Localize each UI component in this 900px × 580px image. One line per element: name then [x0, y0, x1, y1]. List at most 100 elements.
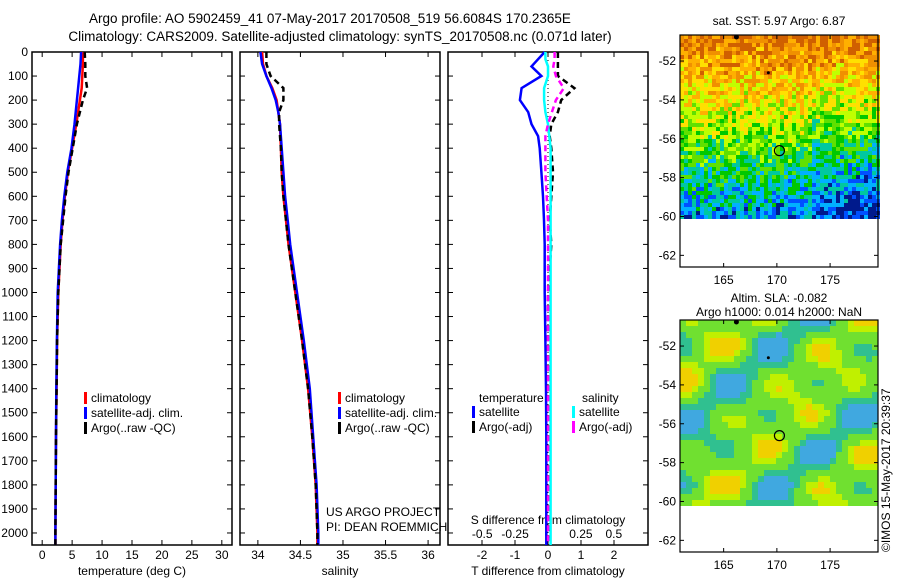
y-tick-label: 200 [8, 93, 28, 107]
x-tick-label: 10 [95, 548, 109, 562]
y-tick-label: 800 [8, 237, 28, 251]
legend-entry-label: Argo(..raw -QC) [345, 421, 430, 435]
legend-entry-swatch [84, 392, 87, 404]
island-marker [733, 34, 739, 40]
legend-entry-label: climatology [345, 391, 405, 405]
salinity-panel [239, 51, 441, 546]
imos-stamp: ©IMOS 15-May-2017 20:39:37 [879, 388, 893, 552]
sla-map-frame [679, 319, 879, 553]
x-tick-label: 15 [125, 548, 139, 562]
x-tick-label: 20 [155, 548, 169, 562]
salinity-line-satellite-adj. [259, 51, 320, 545]
legend-entry-swatch [472, 421, 475, 433]
x-tick-label: 5 [69, 548, 76, 562]
x-tick-label: 34.5 [289, 548, 313, 562]
s-satellite-diff-line [542, 52, 552, 545]
y-tick-label: 500 [8, 165, 28, 179]
y-tick-label: 700 [8, 213, 28, 227]
t-argo-diff-line [546, 52, 577, 545]
lat-tick-label: -58 [659, 171, 677, 185]
island-marker [766, 356, 770, 360]
lon-tick-label: 170 [767, 273, 787, 287]
lat-tick-label: -54 [659, 93, 677, 107]
y-tick-label: 1700 [1, 454, 28, 468]
sst-map-frame [679, 34, 879, 268]
legend-entry-swatch [472, 406, 475, 418]
lon-tick-label: 175 [820, 558, 840, 572]
x2-tick-label: -0.5 [472, 527, 493, 541]
lat-tick-label: -62 [659, 533, 677, 547]
argo-location-marker [773, 145, 786, 157]
sst-map-field [680, 35, 880, 219]
lon-tick-label: 165 [714, 273, 734, 287]
legend-entry-swatch [338, 422, 341, 434]
x-tick-label: 0 [39, 548, 46, 562]
legend-entry-swatch [84, 407, 87, 419]
x-tick-label: -2 [477, 548, 488, 562]
x2-tick-label: 0.5 [605, 527, 622, 541]
y-tick-label: 1400 [1, 382, 28, 396]
salinity-line-climatology [260, 51, 319, 545]
y-tick-label: 1100 [2, 310, 28, 324]
x-tick-label: 1 [578, 548, 585, 562]
y-tick-label: 400 [8, 141, 28, 155]
y-tick-label: 1800 [1, 478, 28, 492]
x-tick-label: 0 [545, 548, 552, 562]
x-axis-label: temperature (deg C) [78, 564, 186, 578]
figure-title-line1: Argo profile: AO 5902459_41 07-May-2017 … [89, 11, 571, 26]
x-tick-label: 2 [611, 548, 618, 562]
credit-text: US ARGO PROJECT [326, 505, 441, 519]
legend-entry-swatch [572, 421, 575, 433]
pi-text: PI: DEAN ROEMMICH [326, 520, 448, 534]
y-tick-label: 0 [21, 45, 28, 59]
legend-entry-label: climatology [91, 391, 151, 405]
y-tick-label: 2000 [1, 526, 28, 540]
x2-tick-label: 0.25 [569, 527, 593, 541]
y-tick-label: 1000 [1, 285, 28, 299]
y-tick-label: 900 [8, 261, 28, 275]
legend-entry-label: satellite [579, 405, 620, 419]
sla-map-subtitle: Argo h1000: 0.014 h2000: NaN [696, 305, 862, 319]
legend-entry-swatch [338, 407, 341, 419]
x-tick-label: 25 [185, 548, 199, 562]
lat-tick-label: -56 [659, 417, 677, 431]
legend-entry-label: Argo(-adj) [579, 420, 632, 434]
lat-tick-label: -58 [659, 456, 677, 470]
lat-tick-label: -54 [659, 378, 677, 392]
y-tick-label: 600 [8, 189, 28, 203]
temperature-line-climatology [54, 52, 85, 545]
lat-tick-label: -52 [659, 339, 677, 353]
legend-entry-label: Argo(..raw -QC) [91, 421, 176, 435]
y-tick-label: 300 [8, 117, 28, 131]
lon-tick-label: 175 [820, 273, 840, 287]
t-satellite-diff-line [518, 51, 548, 545]
legend-entry-swatch [84, 422, 87, 434]
x-tick-label: -1 [510, 548, 521, 562]
legend-entry-swatch [338, 392, 341, 404]
temperature-panel [31, 51, 233, 546]
legend-title-temperature: temperature [479, 391, 544, 405]
sla-map-field [680, 320, 878, 506]
legend-title-salinity: salinity [582, 391, 619, 405]
x-axis-label: salinity [322, 564, 359, 578]
y-tick-label: 1500 [1, 406, 28, 420]
legend-entry-label: satellite-adj. clim. [345, 406, 437, 420]
temperature-line-argo [54, 51, 89, 545]
x-tick-label: 35.5 [374, 548, 398, 562]
x2-tick-label: 0 [545, 527, 552, 541]
figure-title-line2: Climatology: CARS2009. Satellite-adjuste… [68, 29, 612, 44]
island-marker [766, 71, 770, 75]
salinity-line-argo [265, 52, 319, 545]
x-axis-label: T difference from climatology [471, 564, 625, 578]
argo-location-marker [773, 430, 786, 442]
lat-tick-label: -60 [659, 494, 677, 508]
x-tick-label: 35 [336, 548, 350, 562]
legend-entry-label: Argo(-adj) [479, 420, 532, 434]
s-argo-diff-line [544, 52, 566, 545]
x-tick-label: 36 [421, 548, 435, 562]
lon-tick-label: 170 [767, 558, 787, 572]
lat-tick-label: -60 [659, 209, 677, 223]
y-tick-label: 1900 [1, 502, 28, 516]
